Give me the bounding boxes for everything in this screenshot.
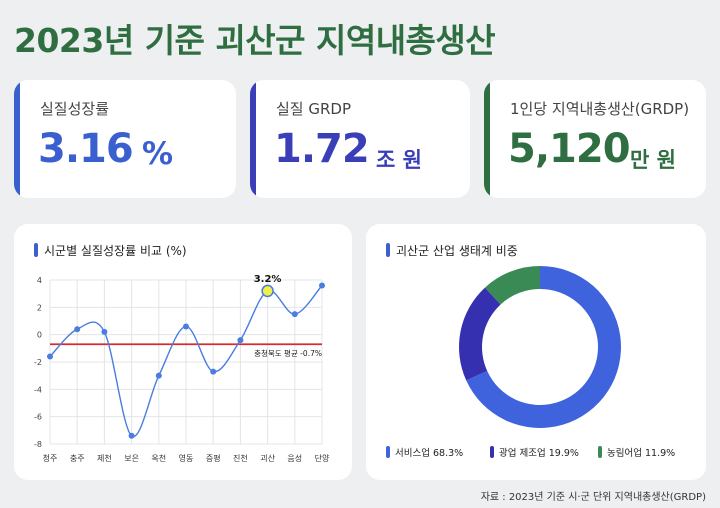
line-chart-title: 시군별 실질성장률 비교 (%): [44, 244, 187, 258]
legend-label: 서비스업 68.3%: [395, 447, 463, 459]
legend-swatch: [386, 446, 390, 458]
x-tick-label: 보은: [124, 454, 139, 463]
data-point: [155, 372, 162, 379]
data-point: [319, 282, 325, 289]
growth-rate-label: 실질성장률: [40, 100, 110, 118]
legend-label: 농림어업 11.9%: [607, 447, 675, 459]
data-point: [210, 368, 217, 375]
x-tick-label: 제천: [97, 453, 112, 463]
donut-chart-title: 괴산군 산업 생태계 비중: [396, 244, 518, 258]
per-capita-grdp-unit: 만 원: [630, 148, 676, 172]
x-tick-label: 청주: [43, 454, 58, 463]
reference-line-label: 충청북도 평균 -0.7%: [254, 348, 322, 358]
real-grdp-label: 실질 GRDP: [276, 100, 352, 118]
y-tick-label: 2: [37, 303, 42, 312]
highlight-point: [261, 284, 274, 298]
x-tick-label: 진천: [233, 453, 248, 463]
card-accent-bar: [484, 80, 490, 198]
donut-slice: [484, 266, 540, 305]
data-point: [183, 323, 189, 330]
real-grdp-unit: 조 원: [376, 148, 422, 172]
line-chart-card: 시군별 실질성장률 비교 (%): [14, 224, 352, 480]
section-marker: [34, 243, 38, 257]
x-tick-label: 단양: [315, 453, 330, 463]
data-point: [74, 326, 81, 333]
y-tick-label: -2: [34, 358, 42, 367]
growth-rate-value: 3.16: [38, 126, 134, 172]
x-tick-label: 증평: [206, 453, 221, 463]
growth-rate-unit: %: [142, 136, 174, 172]
x-tick-label: 영동: [179, 453, 194, 463]
source-note: 자료 : 2023년 기준 시·군 단위 지역내총생산(GRDP): [480, 492, 706, 503]
y-tick-label: -4: [34, 385, 42, 394]
data-point: [291, 311, 298, 318]
donut-slice: [466, 266, 622, 428]
y-tick-label: -8: [34, 440, 42, 449]
data-point: [101, 328, 108, 335]
page-title: 2023년 기준 괴산군 지역내총생산: [14, 21, 496, 60]
legend-swatch: [490, 446, 494, 458]
real-grdp-value: 1.72: [274, 126, 370, 172]
section-marker: [386, 243, 390, 257]
legend-swatch: [598, 446, 602, 458]
per-capita-grdp-card: 1인당 지역내총생산(GRDP) 5,120 만 원: [484, 80, 706, 198]
x-tick-label: 옥천: [151, 453, 166, 463]
legend-label: 광업 제조업 19.9%: [499, 447, 579, 459]
x-tick-label: 괴산: [260, 453, 275, 463]
x-tick-label: 충주: [70, 454, 85, 463]
per-capita-grdp-label: 1인당 지역내총생산(GRDP): [510, 100, 690, 118]
data-point: [237, 337, 244, 344]
x-tick-label: 음성: [287, 454, 302, 463]
card-accent-bar: [14, 80, 20, 198]
y-tick-label: -6: [34, 413, 42, 422]
per-capita-grdp-value: 5,120: [508, 126, 631, 172]
growth-rate-card: 실질성장률 3.16 %: [14, 80, 236, 198]
donut-slice: [459, 287, 501, 381]
data-point: [128, 432, 135, 439]
card-accent-bar: [250, 80, 256, 198]
highlight-label: 3.2%: [254, 274, 282, 285]
y-tick-label: 4: [37, 276, 42, 285]
real-grdp-card: 실질 GRDP 1.72 조 원: [250, 80, 470, 198]
data-point: [47, 353, 53, 360]
y-tick-label: 0: [37, 331, 42, 340]
